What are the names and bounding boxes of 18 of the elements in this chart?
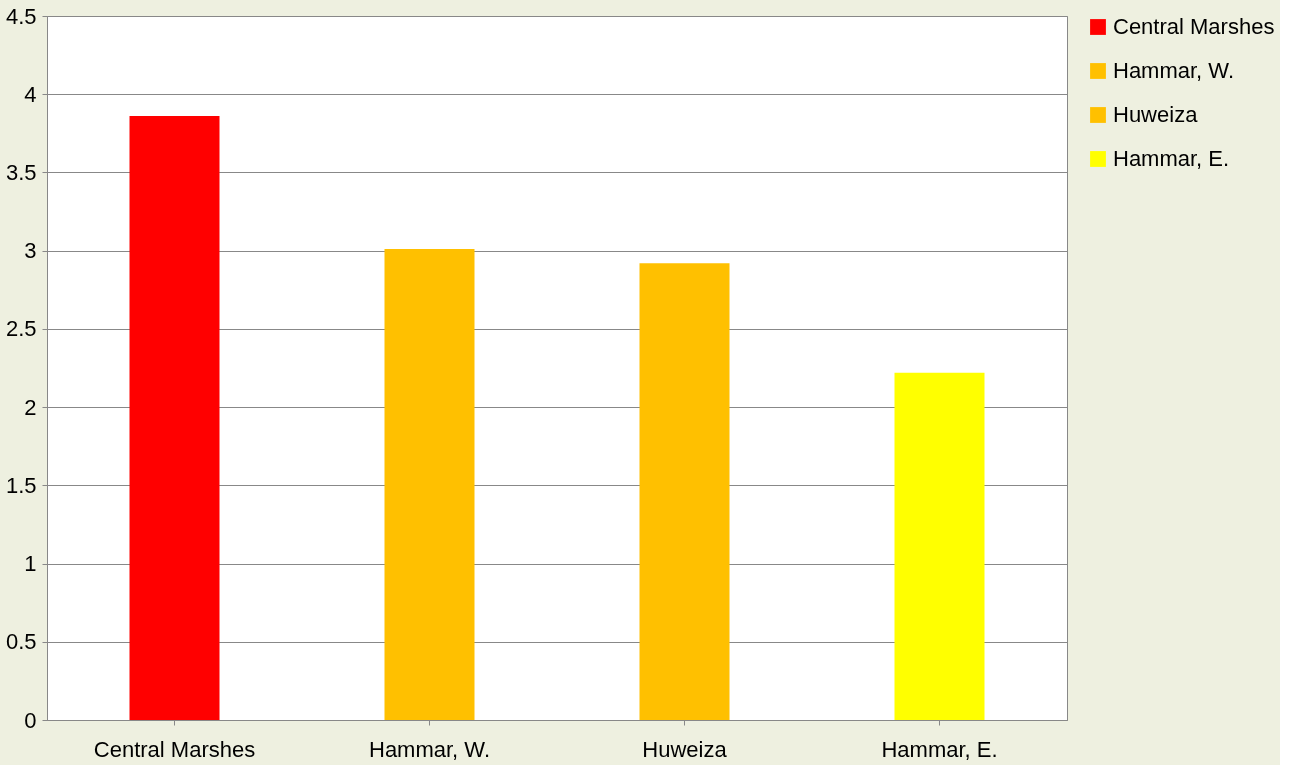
y-tick-label: 2.5 bbox=[5, 316, 37, 342]
legend-label: Hammar, E. bbox=[1113, 146, 1230, 171]
legend-label: Huweiza bbox=[1113, 102, 1199, 127]
legend-label: Hammar, W. bbox=[1113, 58, 1235, 83]
x-tick-label: Huweiza bbox=[642, 736, 728, 762]
y-tick-label: 0 bbox=[24, 707, 37, 733]
y-tick-label: 3 bbox=[24, 238, 37, 264]
legend-label: Central Marshes bbox=[1113, 14, 1275, 39]
x-tick-label: Hammar, E. bbox=[881, 736, 998, 762]
y-tick-label: 1.5 bbox=[5, 472, 37, 498]
x-tick-label: Hammar, W. bbox=[368, 736, 491, 762]
y-tick-label: 2 bbox=[24, 394, 37, 420]
y-tick-label: 0.5 bbox=[5, 629, 37, 655]
y-tick-label: 4.5 bbox=[5, 3, 37, 29]
y-tick-label: 4 bbox=[24, 81, 37, 107]
x-tick-label: Central Marshes bbox=[93, 736, 256, 762]
y-tick-label: 3.5 bbox=[5, 159, 37, 185]
y-tick-label: 1 bbox=[24, 551, 37, 577]
